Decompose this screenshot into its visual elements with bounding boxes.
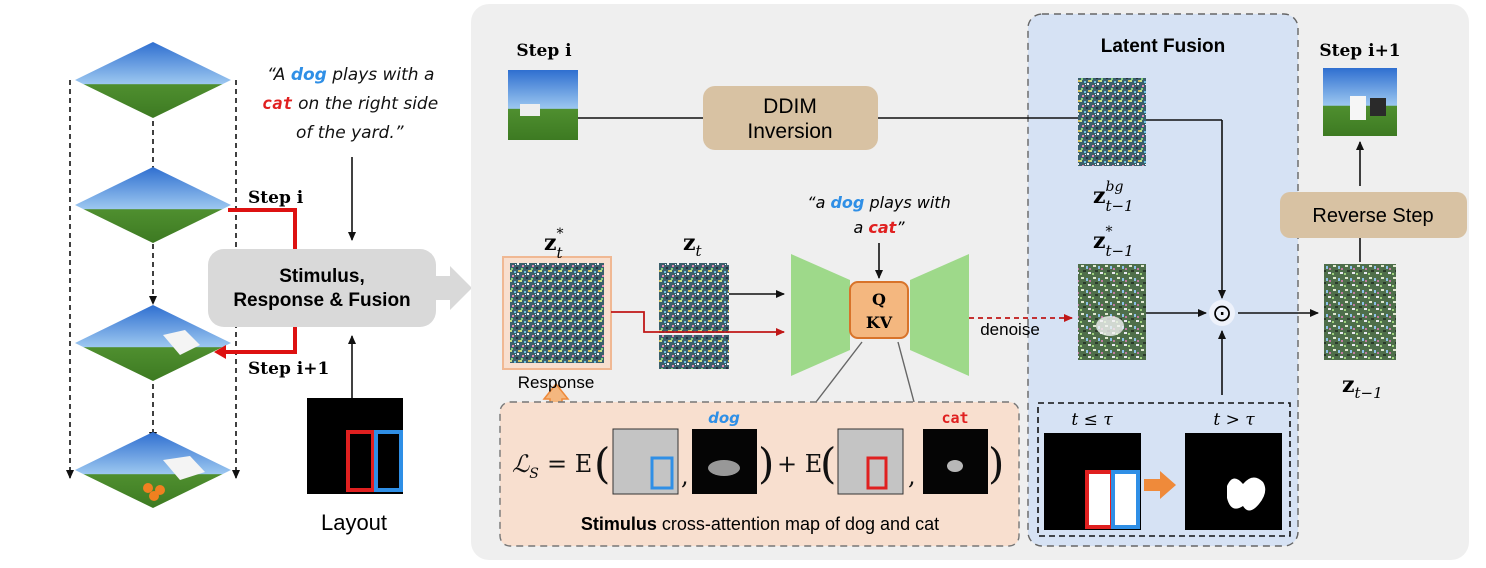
odot-operator	[1209, 300, 1235, 326]
ddim-label-1: DDIM	[763, 95, 817, 118]
stack-image-1	[75, 42, 231, 118]
layout-image	[307, 398, 403, 494]
stack-image-4	[75, 432, 231, 508]
unet-prompt-dog: dog	[830, 193, 864, 212]
stimulus-map-cat	[837, 428, 904, 495]
loss-lhs: ℒS	[512, 450, 539, 482]
kv-label: KV	[866, 313, 893, 332]
attention-qkv-box	[849, 281, 909, 339]
latent-zbg	[1078, 78, 1146, 166]
loss-dog-label: dog	[708, 409, 740, 427]
loss-comma-1: ,	[681, 462, 689, 490]
zt1-label: zt−1	[1342, 372, 1383, 402]
zt-label: zt	[683, 230, 703, 260]
latent-zt1	[1324, 264, 1396, 360]
latent-zstar-t	[510, 263, 604, 363]
paren-open-2: (	[820, 439, 836, 488]
prompt-line-1: “A dog plays with a	[267, 65, 434, 85]
srf-arrow	[436, 266, 472, 310]
srf-label-2: Response & Fusion	[233, 290, 410, 311]
zstar-t-label: z* t	[544, 226, 564, 262]
input-image-step-i	[508, 70, 578, 140]
left-step-i-label: Step i	[248, 188, 304, 208]
response-label: Response	[518, 373, 595, 392]
prompt-cat-word: cat	[262, 94, 293, 114]
loss-cat-label: cat	[941, 409, 968, 427]
latent-zstar-t1	[1078, 264, 1146, 360]
loss-caption: Stimulus cross-attention map of dog and …	[581, 514, 939, 534]
reverse-step-label: Reverse Step	[1312, 205, 1433, 227]
t-gt-tau-label: t > τ	[1213, 410, 1255, 430]
denoise-label: denoise	[980, 320, 1040, 339]
stack-image-2	[75, 167, 231, 243]
ddim-inversion-box	[703, 86, 878, 150]
zbg-label: zbg t−1	[1093, 179, 1134, 215]
unet-decoder	[910, 254, 969, 376]
stack-image-3	[75, 305, 231, 381]
ddim-label-2: Inversion	[747, 120, 832, 143]
paren-close-2: )	[988, 439, 1004, 488]
unet-prompt-line-1: “a dog plays with	[807, 193, 950, 212]
image-stack	[66, 42, 240, 508]
prompt-line-3: of the yard.”	[296, 123, 404, 143]
unet-prompt-cat: cat	[868, 218, 897, 237]
prompt-line-2: cat on the right side	[262, 94, 438, 114]
left-step-i1-label: Step i+1	[248, 359, 329, 379]
layout-label: Layout	[321, 510, 387, 535]
mask-arrow	[1144, 471, 1176, 499]
srf-label-1: Stimulus,	[279, 266, 365, 287]
stimulus-map-dog	[612, 428, 679, 495]
loss-comma-2: ,	[908, 462, 916, 490]
paren-close-1: )	[758, 439, 774, 488]
odot-symbol: ⊙	[1212, 299, 1232, 327]
prompt-dog-word: dog	[291, 65, 327, 85]
top-step-i-label: Step i	[516, 41, 572, 61]
latent-zt-top	[659, 263, 729, 333]
srf-box	[208, 249, 436, 327]
zstar-t1-label: z* t−1	[1093, 224, 1134, 260]
t-le-tau-label: t ≤ τ	[1071, 410, 1113, 430]
paren-open-1: (	[594, 439, 610, 488]
right-step-i1-label: Step i+1	[1319, 41, 1400, 61]
unet-encoder	[791, 254, 850, 376]
loss-eq: = E	[547, 450, 592, 478]
latent-fusion-title: Latent Fusion	[1101, 36, 1226, 57]
latent-zt-bottom	[659, 335, 729, 369]
mask-box	[1037, 402, 1291, 537]
loss-plus: + E	[777, 450, 822, 478]
unet-prompt-line-2: a cat”	[853, 218, 905, 237]
q-label: Q	[872, 290, 886, 309]
reverse-step-box	[1280, 192, 1467, 238]
